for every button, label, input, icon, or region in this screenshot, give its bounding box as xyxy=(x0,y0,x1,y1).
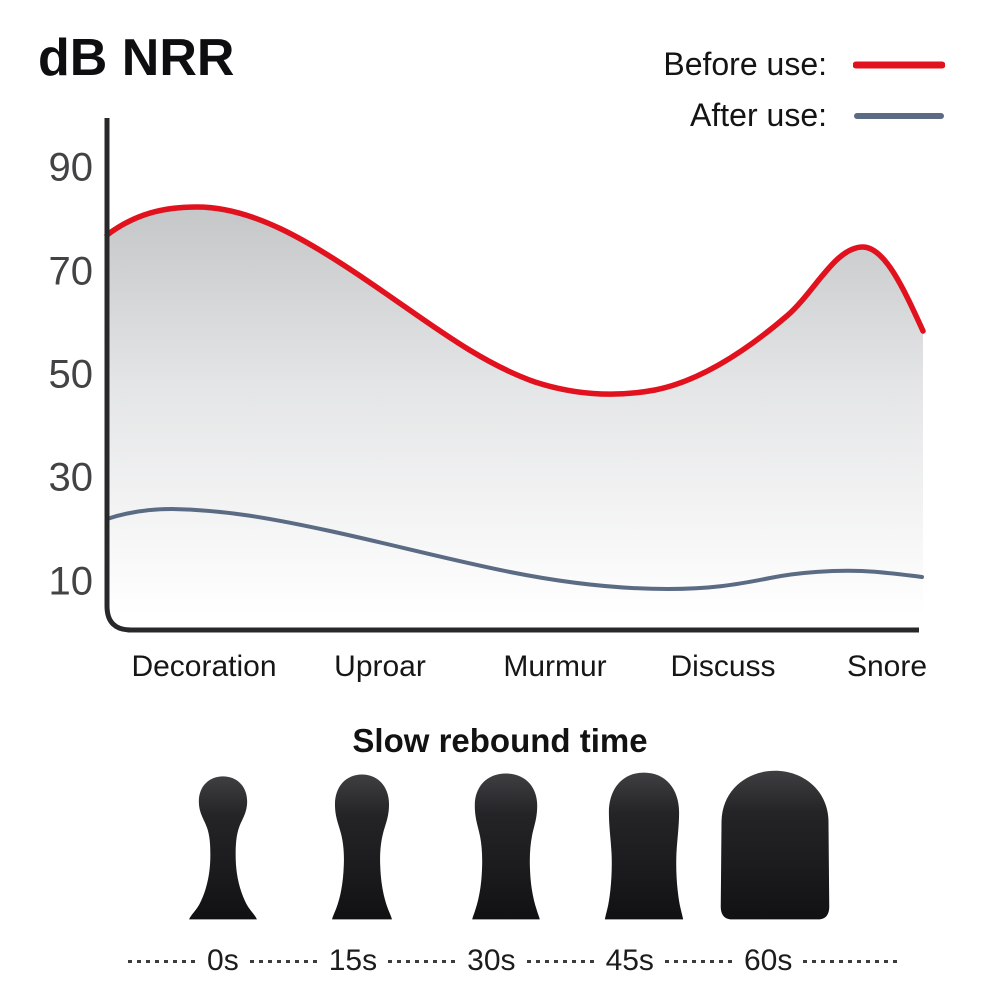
ruler-dashes xyxy=(388,959,457,963)
y-tick-50: 50 xyxy=(48,352,94,397)
ruler-dashes xyxy=(526,959,595,963)
line-chart xyxy=(104,118,926,633)
earplug-stage-5-icon xyxy=(720,770,830,920)
curve-before-use xyxy=(104,204,926,397)
ruler-dashes xyxy=(664,959,733,963)
x-label-uproar: Uproar xyxy=(334,650,426,683)
y-tick-70: 70 xyxy=(48,249,94,294)
earplug-stage-1-icon xyxy=(189,776,257,920)
curve-after-use xyxy=(105,506,924,592)
x-label-discuss: Discuss xyxy=(670,650,776,683)
area-fill-before-use xyxy=(107,207,923,627)
chart-legend: Before use: After use: xyxy=(663,46,945,134)
y-tick-10: 10 xyxy=(48,559,94,604)
x-label-snore: Snore xyxy=(846,650,928,683)
earplug-stage-4-icon xyxy=(604,772,684,920)
time-label-0s: 0s xyxy=(207,944,239,977)
legend-item-after-use: After use: xyxy=(690,97,945,134)
time-label-15s: 15s xyxy=(328,944,378,977)
earplug-stage-3-icon xyxy=(472,773,540,920)
ruler-dashes xyxy=(128,959,197,963)
time-label-60s: 60s xyxy=(743,944,793,977)
x-label-murmur: Murmur xyxy=(503,650,607,683)
page-title: dB NRR xyxy=(38,29,235,87)
legend-line-after-use-icon xyxy=(854,112,944,119)
time-label-45s: 45s xyxy=(605,944,654,977)
x-label-decoration: Decoration xyxy=(131,650,277,683)
y-tick-30: 30 xyxy=(48,455,94,500)
legend-label-after-use: After use: xyxy=(690,97,827,133)
legend-label-before-use: Before use: xyxy=(663,46,827,82)
y-tick-90: 90 xyxy=(48,145,94,190)
axis-lines xyxy=(104,118,919,633)
earplug-stage-2-icon xyxy=(332,774,392,920)
legend-item-before-use: Before use: xyxy=(663,46,945,83)
rebound-section-title: Slow rebound time xyxy=(352,722,648,759)
time-label-30s: 30s xyxy=(467,944,516,977)
legend-line-before-use-icon xyxy=(853,61,945,68)
ruler-dashes xyxy=(803,959,902,963)
rebound-time-ruler: 0s 15s 30s 45s 60s xyxy=(128,944,902,978)
ruler-dashes xyxy=(249,959,318,963)
